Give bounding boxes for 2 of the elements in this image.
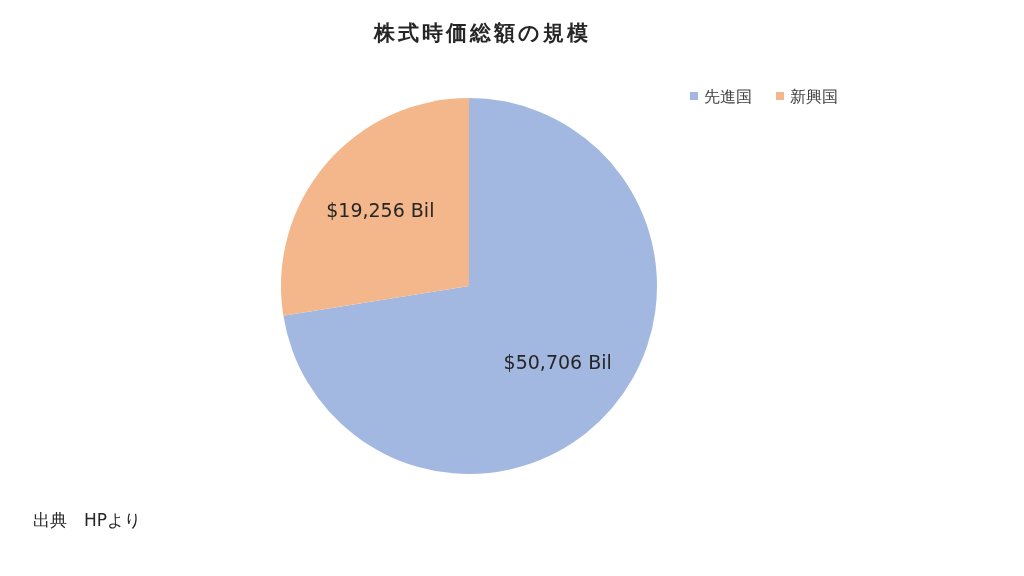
annotation: 出典 HPより: [33, 510, 142, 530]
title: 株式時価総額の規模: [373, 21, 591, 45]
